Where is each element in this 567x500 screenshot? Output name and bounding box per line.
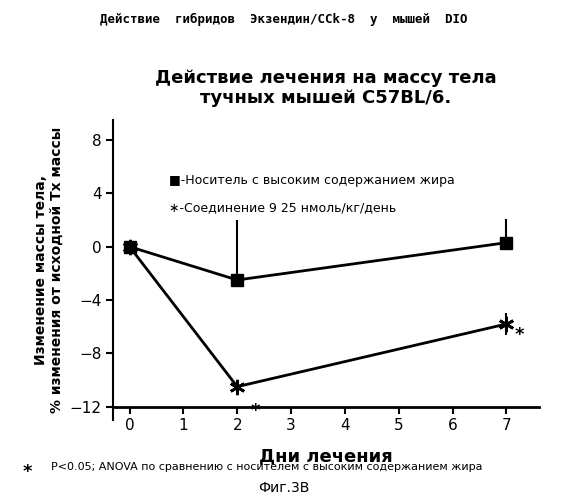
Text: ∗-Соединение 9 25 нмоль/кг/день: ∗-Соединение 9 25 нмоль/кг/день xyxy=(169,201,396,214)
Text: *: * xyxy=(251,402,260,419)
X-axis label: Дни лечения: Дни лечения xyxy=(259,448,393,466)
Text: ■-Носитель с высоким содержанием жира: ■-Носитель с высоким содержанием жира xyxy=(169,174,454,187)
Text: *: * xyxy=(514,326,524,344)
Title: Действие лечения на массу тела
тучных мышей С57BL/6.: Действие лечения на массу тела тучных мы… xyxy=(155,68,497,108)
Text: Действие  гибридов  Экзендин/ССk-8  у  мышей  DIO: Действие гибридов Экзендин/ССk-8 у мышей… xyxy=(100,12,467,26)
Text: P<0.05; ANOVA по сравнению с носителем с высоким содержанием жира: P<0.05; ANOVA по сравнению с носителем с… xyxy=(51,462,483,472)
Y-axis label: Изменение массы тела,
% изменения от исходной Тх массы: Изменение массы тела, % изменения от исх… xyxy=(34,127,64,413)
Text: *: * xyxy=(23,462,32,480)
Text: Фиг.3В: Фиг.3В xyxy=(258,481,309,495)
